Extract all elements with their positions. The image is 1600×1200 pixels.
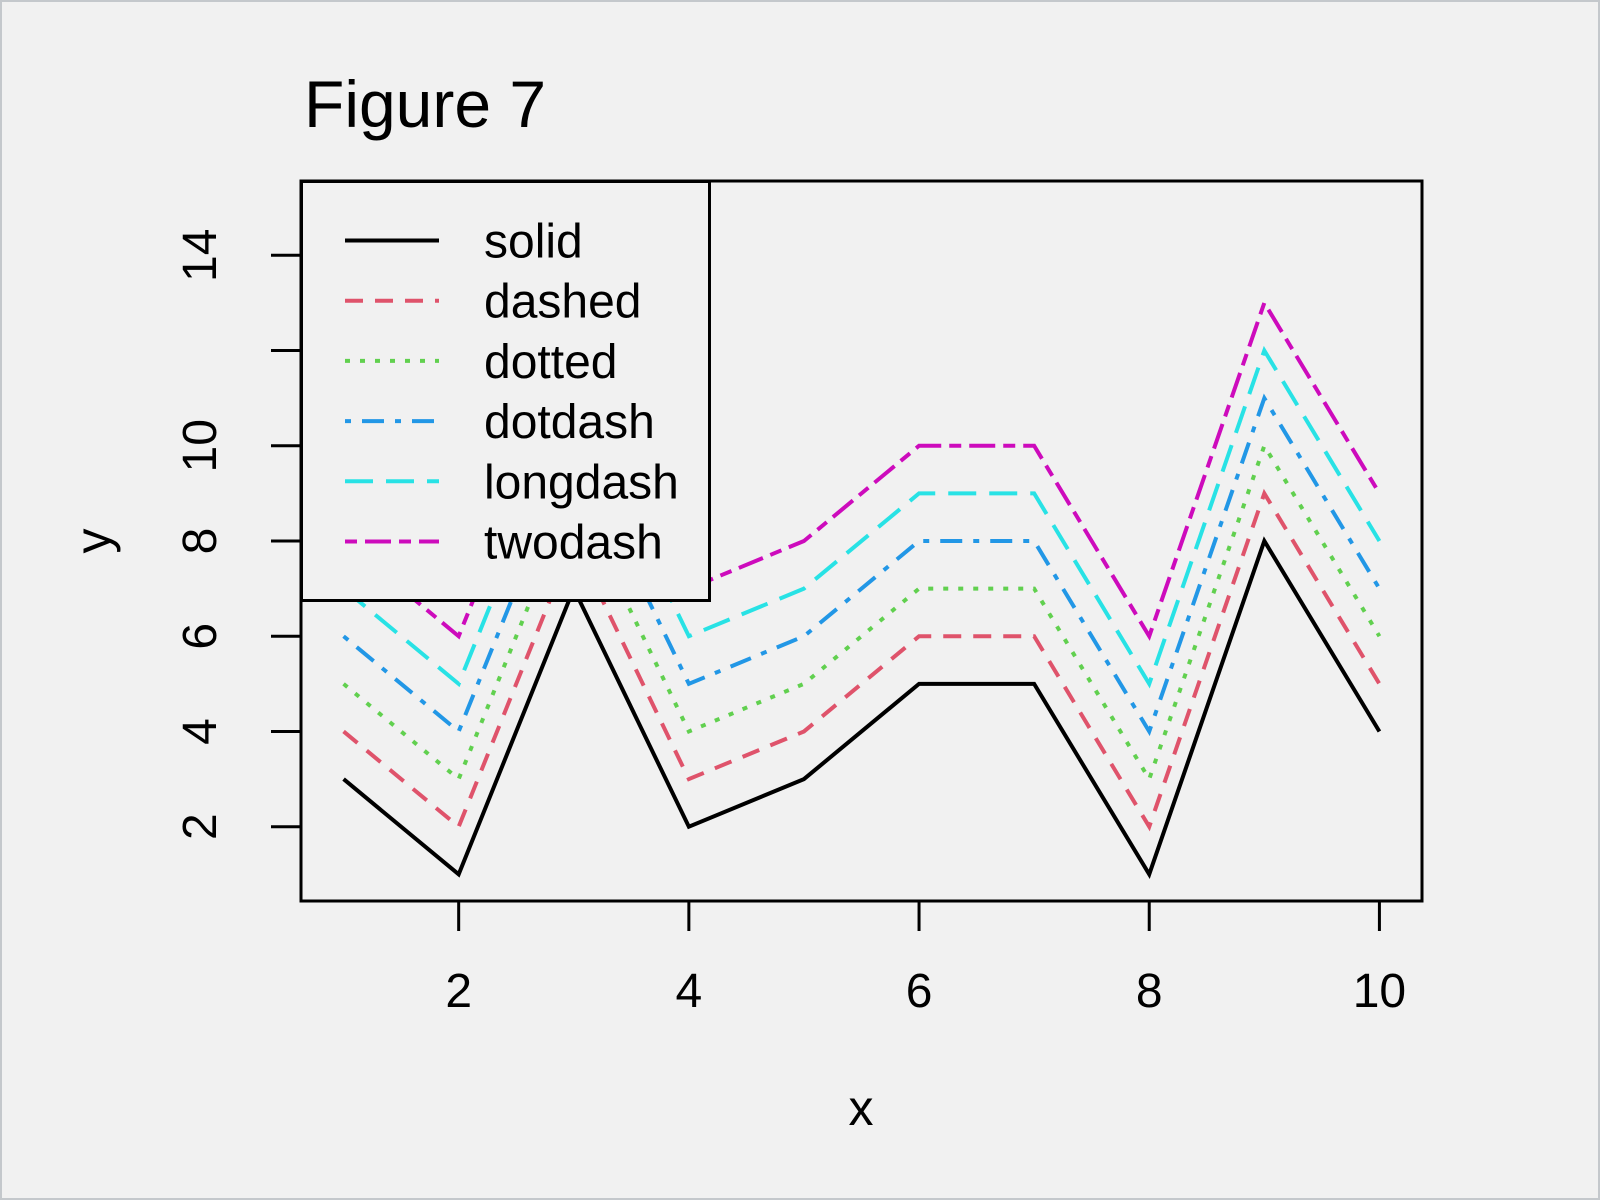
y-tick-label: 14	[174, 229, 227, 282]
series-line-solid	[342, 536, 1382, 880]
series-line-dotted	[342, 441, 1382, 784]
y-tick-label: 6	[174, 623, 227, 650]
y-tick-label: 4	[174, 718, 227, 745]
y-tick-label: 10	[174, 419, 227, 472]
legend-label-dotted: dotted	[484, 336, 617, 389]
legend-label-longdash: longdash	[484, 456, 679, 509]
legend-label-dotdash: dotdash	[484, 396, 655, 449]
figure-title: Figure 7	[304, 67, 546, 141]
legend-label-twodash: twodash	[484, 517, 663, 570]
plot-content: solid dashed dotted dotdash longdash twodash 2…	[174, 179, 1424, 1018]
x-tick-label: 6	[906, 965, 933, 1018]
legend-label-solid: solid	[484, 216, 583, 269]
y-axis-title: y	[65, 529, 121, 554]
legend-box	[300, 180, 711, 602]
x-tick-label: 10	[1353, 965, 1406, 1018]
legend-label-dashed: dashed	[484, 276, 641, 329]
x-tick-label: 2	[445, 965, 472, 1018]
y-tick-label: 8	[174, 528, 227, 555]
y-tick-label: 2	[174, 813, 227, 840]
series-line-dashed	[342, 488, 1382, 832]
x-axis-title: x	[849, 1080, 874, 1136]
x-tick-label: 8	[1136, 965, 1163, 1018]
x-tick-label: 4	[676, 965, 703, 1018]
